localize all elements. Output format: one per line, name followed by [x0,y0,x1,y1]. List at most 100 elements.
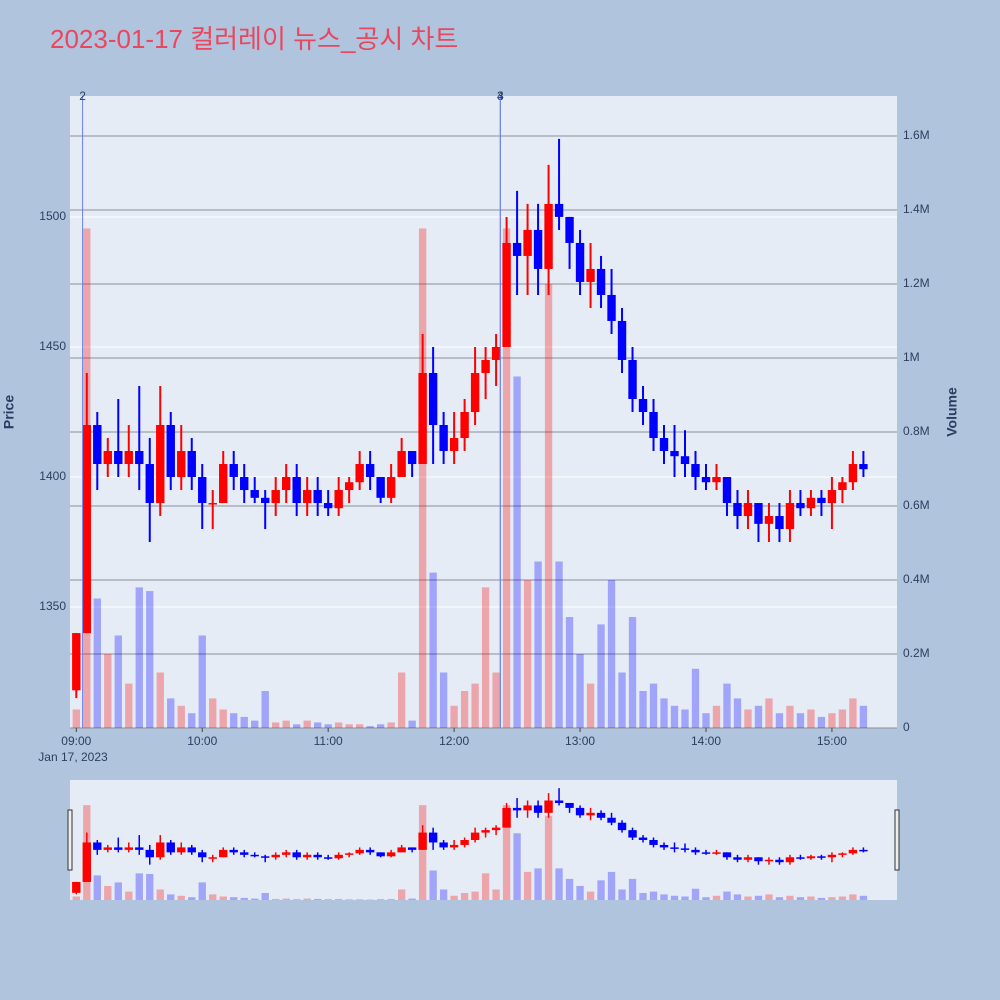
candle-body-mini [691,849,700,853]
x-tick-label: 10:00 [187,734,217,748]
volume-bar-mini [261,892,269,900]
candle-body-mini [292,852,301,858]
candle-body-mini [250,854,259,857]
volume-bar [576,653,584,728]
candle-body [785,503,795,530]
volume-bar-mini [838,896,847,900]
volume-bar-mini [628,878,637,900]
range-handle-left[interactable] [67,809,73,871]
volume-bar [565,616,574,728]
volume-bar-mini [345,899,353,900]
candle-body-mini [806,856,816,859]
volume-bar [450,705,458,728]
candle-body-mini [554,800,564,803]
volume-bar-mini [607,871,616,900]
candle-body [670,451,679,457]
volume-bar [796,713,805,728]
candle-body-mini [785,857,795,863]
volume-bar-mini [786,895,794,900]
candle-body [628,359,637,399]
volume-bar [397,672,406,728]
candle-body [502,242,511,347]
y2-tick-label: 1.2M [903,276,930,290]
candle-body-mini [754,857,763,862]
volume-bar [838,709,847,728]
candle-body-mini [680,848,690,850]
volume-bar-mini [513,833,521,900]
volume-bar-mini [460,892,469,900]
range-handle-right[interactable] [894,809,900,871]
candle-body-mini [208,857,217,859]
candle-body-mini [575,807,585,816]
candle-body [103,451,112,465]
volume-bar-mini [198,882,206,900]
candle-body [114,451,123,465]
volume-bar [712,705,721,728]
candle-body-mini [428,832,438,843]
volume-bar [723,683,731,728]
volume-bar-mini [240,897,248,900]
candle-body [428,372,438,426]
candle-body-mini [512,807,522,811]
volume-bar [114,635,122,728]
volume-bar [765,698,773,728]
volume-bar [702,713,710,728]
volume-bar [807,709,815,728]
volume-bar-mini [565,878,574,900]
candle-body [491,346,501,360]
candle-body [323,503,333,509]
volume-bar-mini [670,895,679,900]
volume-bar-mini [775,897,784,900]
volume-bar-mini [807,896,815,900]
volume-bar [555,561,563,728]
candle-body-mini [712,852,721,854]
volume-bar [429,572,437,728]
candle-body-mini [491,827,501,831]
candle-body [523,229,532,256]
y2-tick-label: 1.4M [903,202,930,216]
volume-bar [272,722,280,728]
candle-body-mini [166,842,175,853]
candle-body-mini [313,854,322,858]
candle-body-mini [617,822,627,831]
candle-body-mini [439,842,448,848]
volume-bar-mini [324,899,332,900]
y2-tick-label: 1.6M [903,128,930,142]
volume-bar [670,705,679,728]
candle-body-mini [533,805,543,813]
candle-body-mini [544,800,553,813]
volume-bar [628,616,637,728]
candle-body-mini [145,849,154,858]
x-tick-label: 11:00 [314,734,343,748]
volume-bar-mini [586,891,595,900]
candle-body [198,477,207,504]
x-tick-label: 12:00 [439,734,469,748]
candle-body-mini [365,849,375,853]
candle-body [733,503,742,517]
volume-bar [209,698,217,728]
candle-body-mini [82,842,91,882]
volume-bar [817,716,826,728]
candle-body-mini [334,854,343,859]
x-tick-label: 14:00 [691,734,721,748]
candle-body-mini [764,859,774,862]
x-tick-label: 09:00 [61,734,91,748]
range-slider[interactable] [70,780,897,900]
candle-body [271,490,280,504]
candle-body [439,425,448,452]
volume-bar [334,722,343,728]
candle-body-mini [135,847,144,850]
candle-body-mini [93,842,102,850]
candle-body [281,477,291,491]
volume-bar [219,709,227,728]
volume-bar-mini [146,874,154,900]
candle-body-mini [859,849,868,852]
candle-body-mini [323,857,333,859]
volume-bar-mini [523,871,532,900]
candle-body-mini [114,847,123,850]
volume-bar [849,698,857,728]
candle-body-mini [848,849,858,854]
candle-body [649,412,658,439]
candle-body-mini [722,852,732,858]
candle-body [544,203,553,269]
